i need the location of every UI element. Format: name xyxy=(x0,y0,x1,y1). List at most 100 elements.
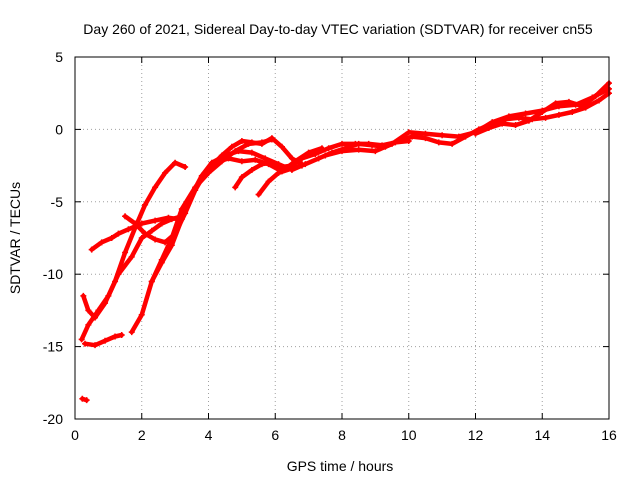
x-axis-label: GPS time / hours xyxy=(287,458,394,474)
data-point xyxy=(565,98,572,105)
y-tick-label: 5 xyxy=(55,49,63,65)
data-point xyxy=(198,174,205,181)
data-point xyxy=(339,148,345,155)
data-point xyxy=(369,142,376,149)
data-point xyxy=(288,155,295,162)
data-point xyxy=(489,119,496,126)
data-point xyxy=(85,307,92,314)
data-point xyxy=(315,155,322,162)
x-tick-label: 4 xyxy=(205,427,213,443)
data-point xyxy=(339,140,345,147)
data-point xyxy=(248,139,255,146)
x-tick-label: 6 xyxy=(271,427,279,443)
data-point xyxy=(258,161,265,168)
data-point xyxy=(298,155,305,162)
data-point xyxy=(555,111,562,118)
data-point xyxy=(112,333,119,340)
data-point xyxy=(148,278,155,285)
data-point xyxy=(449,140,456,147)
data-point xyxy=(168,242,175,249)
y-tick-label: -10 xyxy=(43,266,63,282)
series-line xyxy=(149,135,305,284)
data-point xyxy=(132,220,139,227)
data-point xyxy=(355,140,362,147)
data-point xyxy=(325,145,332,152)
data-point xyxy=(278,143,285,150)
data-point xyxy=(208,162,215,169)
x-tick-label: 0 xyxy=(71,427,79,443)
data-point xyxy=(439,132,446,139)
data-point xyxy=(158,220,165,227)
data-point xyxy=(232,184,239,191)
data-point xyxy=(592,93,599,100)
data-point xyxy=(278,164,285,171)
data-point xyxy=(539,109,546,116)
data-point xyxy=(569,109,576,116)
y-tick-label: -15 xyxy=(43,339,63,355)
data-point xyxy=(105,292,112,299)
data-point xyxy=(485,124,492,131)
y-tick-label: 0 xyxy=(55,121,63,137)
data-point xyxy=(405,129,412,136)
data-point xyxy=(102,337,109,344)
data-point xyxy=(542,114,549,121)
data-point xyxy=(228,143,235,150)
data-point xyxy=(162,169,169,176)
data-point xyxy=(182,164,189,171)
data-point xyxy=(80,292,87,299)
data-point xyxy=(95,307,102,314)
chart-title: Day 260 of 2021, Sidereal Day-to-day VTE… xyxy=(83,21,593,37)
axis-ticks: 0 2 4 6 8 10 12 14 16 -20 -15 -10 -5 0 5 xyxy=(43,49,617,443)
data-point xyxy=(218,152,225,159)
data-point xyxy=(98,239,105,246)
data-point xyxy=(248,166,255,173)
data-point xyxy=(142,230,149,237)
data-point xyxy=(258,140,265,147)
data-point xyxy=(178,216,185,223)
data-point xyxy=(512,122,519,129)
x-tick-label: 14 xyxy=(534,427,550,443)
x-tick-label: 8 xyxy=(338,427,346,443)
data-point xyxy=(248,149,255,156)
data-point xyxy=(128,253,135,260)
series-arc-10 xyxy=(322,85,612,159)
data-point xyxy=(122,249,129,256)
data-point xyxy=(552,100,559,107)
y-tick-label: -5 xyxy=(51,194,64,210)
data-point xyxy=(118,332,125,339)
data-point xyxy=(252,156,259,163)
data-point xyxy=(108,235,115,241)
data-point xyxy=(85,321,92,328)
data-point xyxy=(138,235,145,241)
data-point xyxy=(595,97,602,104)
x-tick-label: 2 xyxy=(138,427,146,443)
data-point xyxy=(165,214,172,221)
data-point xyxy=(142,201,149,208)
data-point xyxy=(138,220,145,227)
data-point xyxy=(115,230,122,237)
plot-frame xyxy=(74,56,610,420)
x-tick-label: 12 xyxy=(468,427,484,443)
data-point xyxy=(152,217,159,224)
data-point xyxy=(422,130,429,137)
data-point xyxy=(128,329,135,336)
data-point xyxy=(122,213,129,220)
data-point xyxy=(455,133,462,140)
series-layer xyxy=(78,80,612,404)
data-point xyxy=(188,191,195,198)
data-point xyxy=(288,165,295,172)
data-point xyxy=(82,340,89,347)
data-point xyxy=(152,184,159,191)
data-point xyxy=(115,271,122,278)
data-point xyxy=(79,395,86,402)
data-point xyxy=(83,397,90,404)
data-point xyxy=(158,259,165,266)
data-point xyxy=(88,246,95,253)
data-point xyxy=(472,130,479,137)
data-point xyxy=(275,169,282,176)
data-point xyxy=(218,158,225,165)
y-axis-label: SDTVAR / TECUs xyxy=(7,182,23,294)
data-point xyxy=(238,158,245,165)
data-point xyxy=(148,227,155,234)
